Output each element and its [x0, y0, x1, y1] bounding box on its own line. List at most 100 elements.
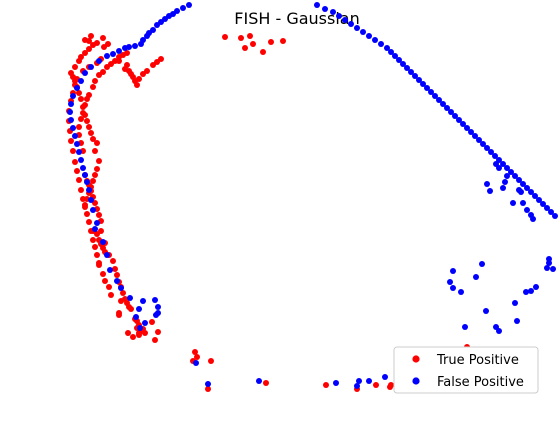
- false-positive-point: [155, 304, 161, 310]
- false-positive-point: [104, 53, 110, 59]
- true-positive-point: [94, 252, 100, 258]
- true-positive-point: [124, 62, 130, 68]
- true-positive-point: [78, 54, 84, 60]
- false-positive-point: [479, 261, 485, 267]
- true-positive-point: [106, 284, 112, 290]
- false-positive-point: [136, 306, 142, 312]
- false-positive-point: [152, 297, 158, 303]
- legend-frame: [393, 346, 539, 394]
- false-positive-point: [408, 69, 414, 75]
- false-positive-point: [378, 41, 384, 47]
- false-positive-point: [396, 57, 402, 63]
- legend-label-true-positive: True Positive: [436, 353, 519, 368]
- true-positive-point: [90, 178, 96, 184]
- false-positive-point: [174, 8, 180, 14]
- false-positive-point: [107, 267, 113, 273]
- true-positive-point: [88, 130, 94, 136]
- false-positive-point: [544, 205, 550, 211]
- true-positive-point: [280, 38, 286, 44]
- true-positive-point: [76, 90, 82, 96]
- true-positive-point: [86, 38, 92, 44]
- true-positive-point: [68, 138, 74, 144]
- false-positive-point: [118, 285, 124, 291]
- true-positive-point: [388, 382, 394, 388]
- false-positive-point: [142, 320, 148, 326]
- true-positive-point: [92, 78, 98, 84]
- false-positive-point: [104, 252, 110, 258]
- false-positive-point: [336, 13, 342, 19]
- false-positive-point: [496, 157, 502, 163]
- true-positive-point: [86, 124, 92, 130]
- false-positive-point: [366, 33, 372, 39]
- false-positive-point: [404, 65, 410, 71]
- true-positive-point: [86, 46, 92, 52]
- false-positive-point: [68, 101, 74, 107]
- false-positive-point: [180, 5, 186, 11]
- true-positive-point: [124, 50, 130, 56]
- false-positive-point: [132, 43, 138, 49]
- true-positive-point: [100, 271, 106, 277]
- false-positive-point: [82, 70, 88, 76]
- true-positive-point: [152, 337, 158, 343]
- false-positive-point: [90, 207, 96, 213]
- false-positive-point: [186, 2, 192, 8]
- false-positive-point: [460, 121, 466, 127]
- false-positive-point: [520, 200, 526, 206]
- false-positive-point: [116, 48, 122, 54]
- true-positive-point: [142, 330, 148, 336]
- true-positive-point: [82, 112, 88, 118]
- true-positive-point: [208, 358, 214, 364]
- false-positive-point: [484, 181, 490, 187]
- true-positive-point: [68, 70, 74, 76]
- false-positive-point: [524, 207, 530, 213]
- true-positive-point: [263, 380, 269, 386]
- legend-marker-false-positive: [412, 377, 420, 385]
- false-positive-point: [524, 185, 530, 191]
- true-positive-point: [94, 166, 100, 172]
- false-positive-point: [510, 200, 516, 206]
- false-positive-point: [432, 93, 438, 99]
- true-positive-point: [125, 330, 131, 336]
- true-positive-point: [86, 92, 92, 98]
- true-positive-point: [70, 148, 76, 154]
- false-positive-point: [512, 300, 518, 306]
- true-positive-point: [78, 96, 84, 102]
- false-positive-point: [110, 51, 116, 57]
- true-positive-point: [96, 260, 102, 266]
- false-positive-point: [528, 189, 534, 195]
- false-positive-point: [354, 25, 360, 31]
- false-positive-point: [444, 105, 450, 111]
- true-positive-point: [128, 306, 134, 312]
- chart-title: FISH - Gaussian: [234, 9, 359, 28]
- true-positive-point: [84, 211, 90, 217]
- true-positive-point: [82, 50, 88, 56]
- true-positive-point: [192, 349, 198, 355]
- true-positive-point: [242, 45, 248, 51]
- false-positive-point: [256, 378, 262, 384]
- false-positive-point: [488, 149, 494, 155]
- false-positive-point: [78, 78, 84, 84]
- false-positive-point: [504, 165, 510, 171]
- false-positive-point: [450, 268, 456, 274]
- false-positive-point: [392, 53, 398, 59]
- false-positive-point: [342, 17, 348, 23]
- false-positive-point: [544, 265, 550, 271]
- false-positive-point: [322, 6, 328, 12]
- false-positive-point: [450, 285, 456, 291]
- true-positive-point: [80, 104, 86, 110]
- true-positive-point: [158, 56, 164, 62]
- true-positive-point: [144, 68, 150, 74]
- false-positive-point: [533, 284, 539, 290]
- false-positive-point: [74, 141, 80, 147]
- false-positive-point: [458, 289, 464, 295]
- false-positive-point: [552, 213, 558, 219]
- false-positive-point: [496, 328, 502, 334]
- true-positive-point: [86, 219, 92, 225]
- true-positive-point: [84, 118, 90, 124]
- false-positive-point: [502, 179, 508, 185]
- false-positive-point: [360, 29, 366, 35]
- false-positive-point: [88, 64, 94, 70]
- false-positive-point: [333, 380, 339, 386]
- false-positive-point: [84, 179, 90, 185]
- false-positive-point: [88, 197, 94, 203]
